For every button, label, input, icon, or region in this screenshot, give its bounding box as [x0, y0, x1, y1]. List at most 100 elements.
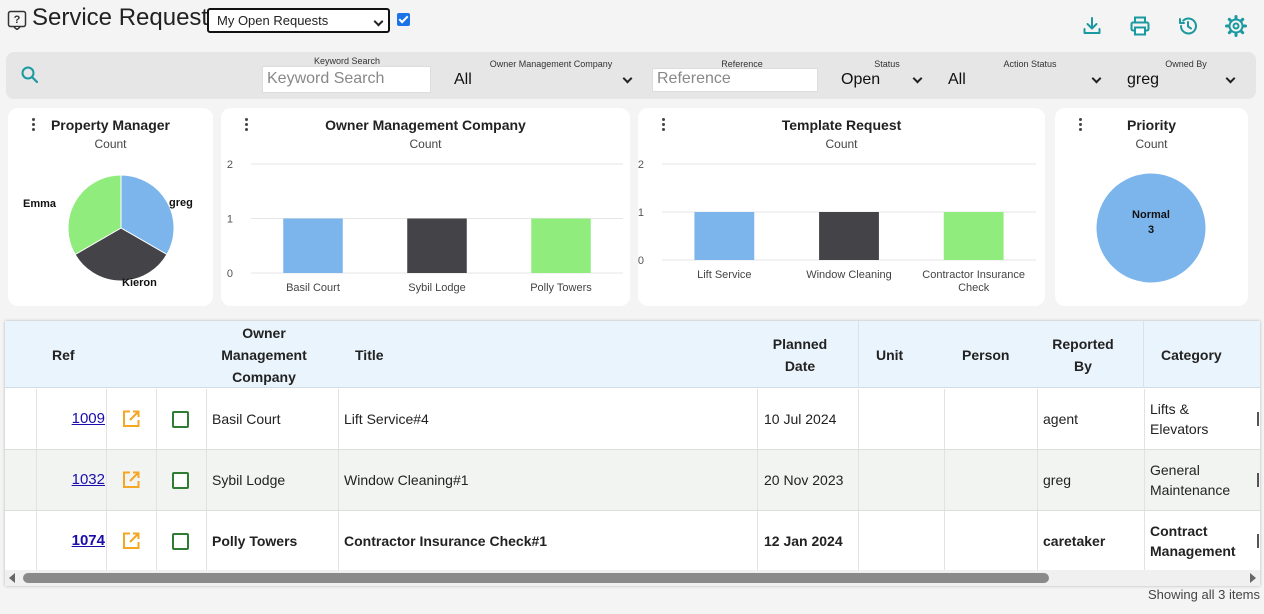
owned-by-label: Owned By — [1165, 59, 1207, 69]
column-divider — [338, 389, 339, 449]
column-divider — [106, 389, 107, 449]
ref-link[interactable]: 1032 — [71, 471, 105, 488]
clipped-column-edge — [1257, 473, 1259, 487]
column-divider — [36, 450, 37, 510]
property-manager-pie: greg Kieron Emma — [23, 174, 193, 289]
card-title: Property Manager — [50, 117, 171, 133]
owner-company-category-label: Polly Towers — [530, 282, 592, 294]
page-header: ? Service Request My Open Requests — [0, 0, 1264, 48]
column-header-unit[interactable]: Unit — [876, 346, 904, 363]
card-title: Priority — [1126, 117, 1176, 133]
reference-label: Reference — [721, 59, 763, 69]
cell-title: Lift Service#4 — [344, 411, 429, 427]
template-request-card: Template Request Count 0 1 2 Lift Service Wi… — [638, 108, 1045, 306]
column-header-ref[interactable]: Ref — [52, 346, 75, 363]
horizontal-scrollbar[interactable] — [5, 570, 1260, 586]
cell-category: Contract Management — [1150, 523, 1236, 559]
column-divider — [206, 389, 207, 449]
owner-company-card: Owner Management Company Count 0 1 2 Basil … — [221, 108, 630, 306]
template-request-category-label: Lift Service — [697, 269, 751, 281]
row-checkbox[interactable] — [172, 471, 189, 489]
column-divider — [1143, 321, 1144, 388]
column-header-person[interactable]: Person — [962, 346, 1010, 363]
column-divider — [338, 450, 339, 510]
status-value: Open — [841, 71, 881, 88]
clipped-column-edge — [1257, 412, 1259, 426]
column-divider — [338, 511, 339, 571]
search-icon[interactable] — [20, 65, 40, 85]
column-divider — [36, 511, 37, 571]
owner-company-y-tick: 1 — [227, 214, 233, 226]
owner-company-select[interactable]: All — [454, 71, 634, 91]
column-header-title[interactable]: Title — [355, 346, 384, 363]
view-select[interactable]: My Open Requests — [207, 8, 390, 33]
column-divider — [156, 450, 157, 510]
view-select-value: My Open Requests — [217, 13, 329, 28]
column-divider — [944, 511, 945, 571]
history-icon[interactable] — [1177, 15, 1199, 37]
owned-by-value: greg — [1127, 71, 1160, 88]
owner-company-category-label: Basil Court — [286, 282, 340, 294]
download-icon[interactable] — [1081, 15, 1103, 37]
owner-company-bar[interactable] — [531, 218, 591, 274]
card-subtitle: Count — [94, 137, 127, 151]
template-request-bar[interactable] — [943, 212, 1004, 260]
property-manager-slice[interactable] — [74, 227, 168, 282]
action-status-value: All — [948, 71, 966, 88]
scroll-left-arrow[interactable] — [9, 573, 15, 583]
table-row[interactable]: 1032 Sybil Lodge Window Cleaning#1 20 Nov 2… — [5, 450, 1260, 511]
table-row[interactable]: 1009 Basil Court Lift Service#4 10 Jul 2024… — [5, 389, 1260, 450]
status-label: Status — [874, 59, 900, 69]
ref-link[interactable]: 1009 — [71, 410, 105, 427]
column-divider — [757, 389, 758, 449]
priority-card: Priority Count Normal 3 — [1055, 108, 1248, 306]
cell-owner: Polly Towers — [212, 533, 298, 549]
status-select[interactable]: Open — [841, 71, 926, 91]
owner-company-category-label: Sybil Lodge — [408, 282, 466, 294]
card-menu-icon[interactable] — [1072, 116, 1088, 134]
print-icon[interactable] — [1129, 15, 1151, 37]
requests-table: Ref Owner Management Company Title Planned… — [5, 321, 1260, 586]
cell-planned: 10 Jul 2024 — [764, 411, 837, 427]
settings-icon[interactable] — [1225, 15, 1247, 37]
column-header-category[interactable]: Category — [1161, 346, 1222, 363]
open-in-new-icon[interactable] — [121, 470, 141, 490]
property-manager-slice[interactable] — [67, 174, 122, 256]
template-request-bar[interactable] — [694, 212, 755, 260]
keyword-label: Keyword Search — [313, 56, 381, 66]
service-request-icon: ? — [7, 10, 27, 30]
view-checkbox[interactable] — [397, 13, 410, 26]
open-in-new-icon[interactable] — [121, 531, 141, 551]
template-request-bar[interactable] — [819, 212, 879, 260]
owner-company-y-tick: 0 — [227, 268, 233, 280]
column-divider — [1037, 511, 1038, 571]
chevron-down-icon — [1225, 73, 1236, 84]
open-in-new-icon[interactable] — [121, 409, 141, 429]
scroll-right-arrow[interactable] — [1250, 573, 1256, 583]
owned-by-select[interactable]: greg — [1127, 71, 1237, 91]
chevron-down-icon — [1091, 73, 1102, 84]
keyword-search-input[interactable]: Keyword Search — [262, 66, 431, 93]
column-divider — [858, 450, 859, 510]
row-checkbox[interactable] — [172, 410, 189, 428]
priority-slice[interactable] — [1095, 172, 1207, 284]
card-menu-icon[interactable] — [25, 116, 41, 134]
cell-category: Lifts & Elevators — [1150, 401, 1209, 437]
owner-company-label: Owner Management Company — [489, 59, 613, 69]
cell-category: General Maintenance — [1150, 462, 1231, 498]
owner-company-bar[interactable] — [283, 218, 343, 274]
ref-link[interactable]: 1074 — [71, 532, 105, 549]
scrollbar-thumb[interactable] — [23, 573, 1049, 583]
card-menu-icon[interactable] — [238, 116, 254, 134]
cell-planned: 20 Nov 2023 — [764, 472, 844, 488]
column-header-reported-by[interactable]: Reported By — [1052, 335, 1114, 374]
action-status-select[interactable]: All — [948, 71, 1103, 91]
reference-input[interactable]: Reference — [652, 68, 818, 92]
table-row[interactable]: 1074 Polly Towers Contractor Insurance Che… — [5, 511, 1260, 572]
row-checkbox[interactable] — [172, 532, 189, 550]
column-header-owner[interactable]: Owner Management Company — [221, 324, 307, 385]
property-manager-slice[interactable] — [120, 174, 175, 256]
column-header-planned-date[interactable]: Planned Date — [772, 335, 828, 374]
card-menu-icon[interactable] — [655, 116, 671, 134]
owner-company-bar[interactable] — [407, 218, 467, 274]
